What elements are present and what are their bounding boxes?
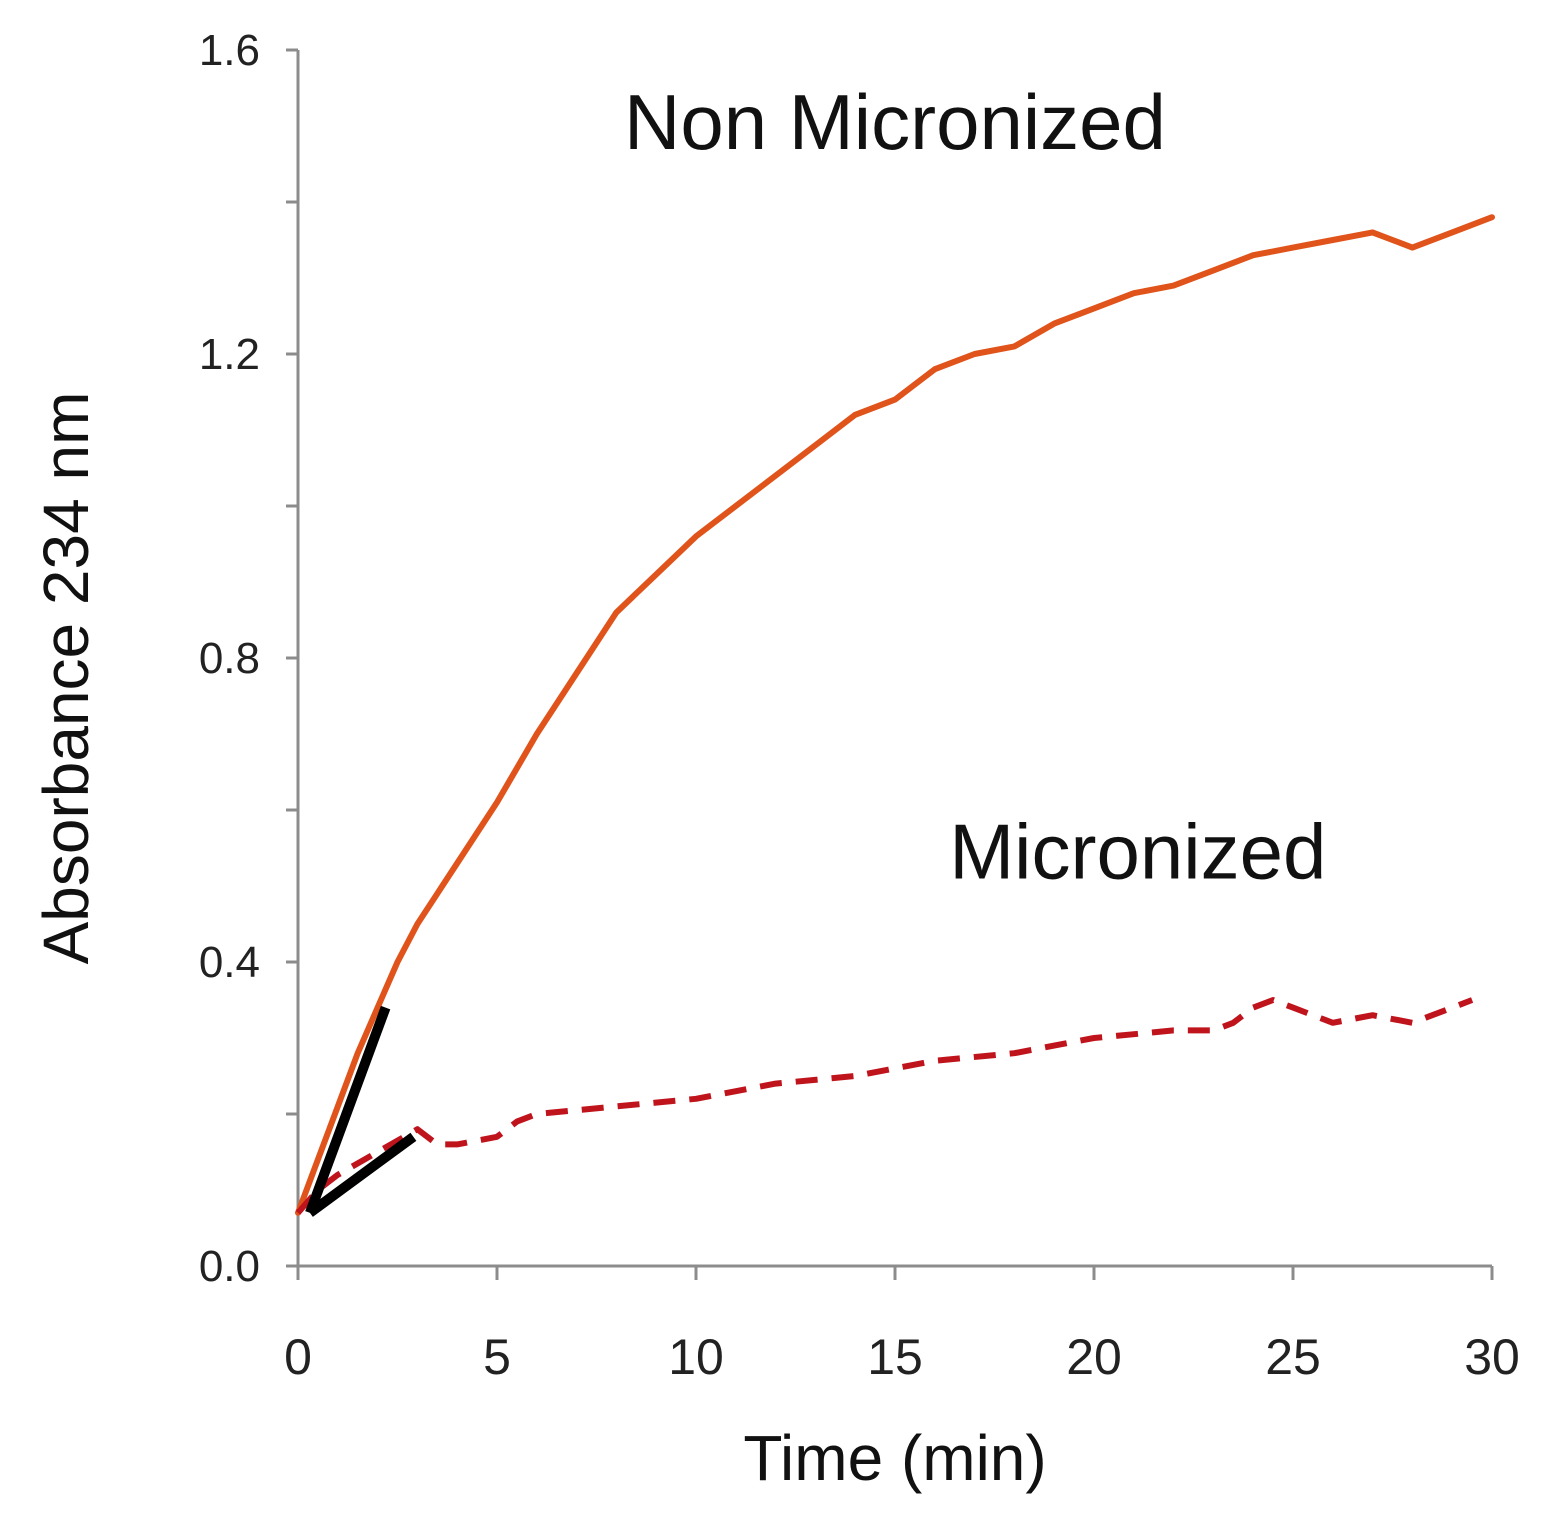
- series-line-2: [305, 1005, 391, 1215]
- annotation-label: Micronized: [949, 807, 1326, 895]
- axes: [286, 48, 1494, 1280]
- y-tick-label: 0.8: [199, 634, 260, 683]
- x-tick-label: 25: [1265, 1329, 1321, 1385]
- y-axis-title: Absorbance 234 nm: [30, 392, 102, 965]
- y-tick-label: 0.0: [199, 1242, 260, 1291]
- series-layer: [295, 214, 1495, 1217]
- x-tick-label: 0: [284, 1329, 312, 1385]
- series-line-3: [306, 1132, 417, 1217]
- x-tick-label: 30: [1464, 1329, 1520, 1385]
- annotation-label: Non Micronized: [624, 78, 1166, 166]
- x-tick-label: 15: [867, 1329, 923, 1385]
- y-tick-label: 1.2: [199, 330, 260, 379]
- x-axis-title: Time (min): [743, 1422, 1046, 1494]
- labels-layer: 0.0 0.4 0.8 1.2 1.6 0 5 10 15 20 25 30 Time (min) Abs…: [30, 26, 1520, 1494]
- y-tick-label: 1.6: [199, 26, 260, 75]
- y-tick-label: 0.4: [199, 938, 260, 987]
- x-tick-label: 20: [1066, 1329, 1122, 1385]
- x-tick-label: 5: [483, 1329, 511, 1385]
- series-line-0: [295, 214, 1495, 1216]
- x-tick-label: 10: [668, 1329, 724, 1385]
- series-line-1: [295, 997, 1474, 1215]
